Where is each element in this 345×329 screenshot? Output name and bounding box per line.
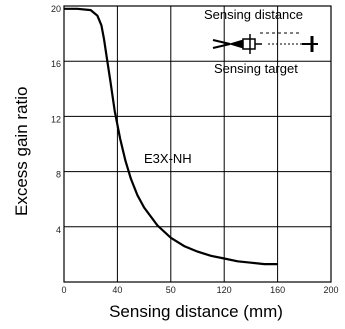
grid-lines [64,6,331,282]
y-tick-label: 4 [56,225,61,235]
x-axis-title: Sensing distance (mm) [109,302,283,321]
inset-label-sensing-distance: Sensing distance [204,7,303,22]
y-axis-title: Excess gain ratio [12,87,31,216]
x-tick-label: 50 [166,285,176,295]
sensor-target-inset-icon [212,32,318,54]
x-tick-label: 0 [61,285,66,295]
plot-frame [63,5,332,283]
x-tick-label: 200 [323,285,338,295]
inset-label-sensing-target: Sensing target [214,61,298,76]
y-tick-label: 20 [51,4,61,14]
y-tick-label: 16 [51,59,61,69]
series-line-e3x-nh [64,7,278,266]
y-tick-label: 12 [51,114,61,124]
x-tick-label: 40 [112,285,122,295]
y-tick-label: 8 [56,170,61,180]
x-tick-label: 120 [217,285,232,295]
y-tick-labels: 20 16 12 8 4 [51,4,61,235]
x-tick-label: 160 [270,285,285,295]
x-tick-labels: 0 40 50 120 160 200 [61,285,338,295]
series-annotation-e3x-nh: E3X-NH [144,151,192,166]
